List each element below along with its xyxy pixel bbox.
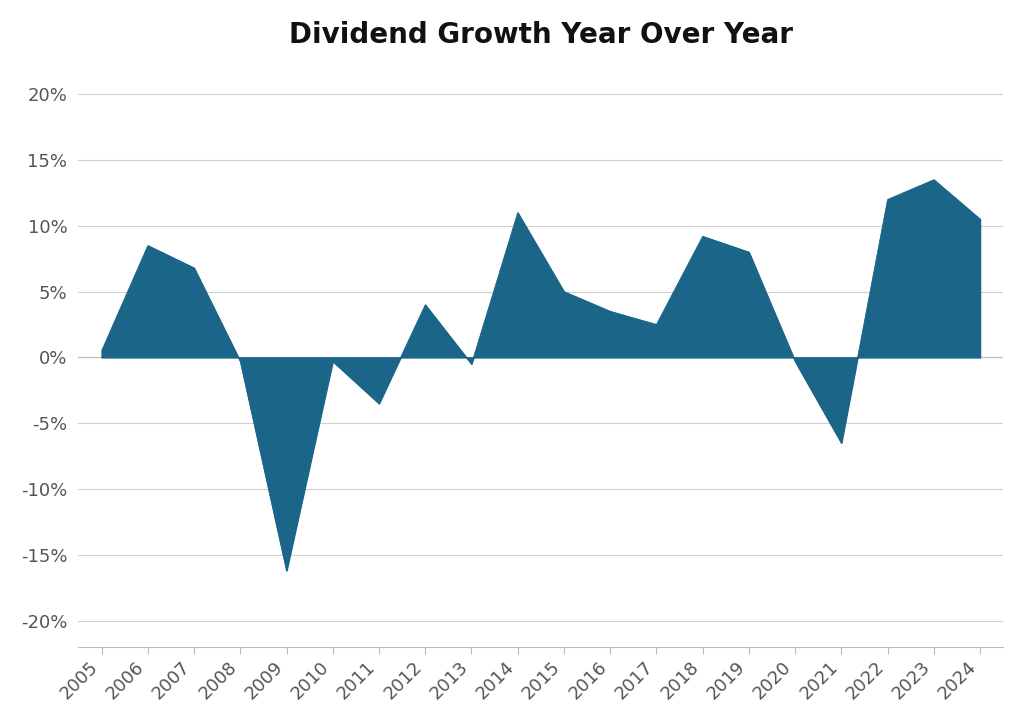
Title: Dividend Growth Year Over Year: Dividend Growth Year Over Year bbox=[289, 21, 793, 49]
